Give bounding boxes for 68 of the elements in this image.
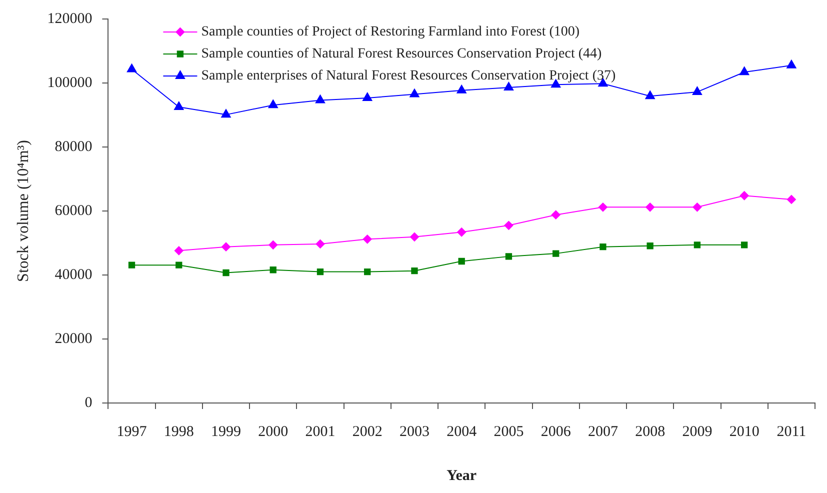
point xyxy=(740,242,748,248)
point xyxy=(600,244,606,250)
point xyxy=(458,258,465,265)
x-tick-label: 2005 xyxy=(494,424,524,440)
point xyxy=(505,253,512,260)
point xyxy=(364,268,371,276)
point xyxy=(457,228,466,237)
point xyxy=(786,60,796,68)
point xyxy=(176,262,182,268)
point xyxy=(410,232,419,242)
point xyxy=(362,92,372,102)
point xyxy=(174,246,184,256)
point xyxy=(692,202,702,212)
point xyxy=(692,86,702,95)
point xyxy=(268,240,278,250)
legend-label: Sample enterprises of Natural Forest Resources Conservation Project (37) xyxy=(201,68,616,84)
x-tick-label: 2007 xyxy=(588,424,618,440)
y-tick-label: 20000 xyxy=(54,330,92,347)
x-axis-title: Year xyxy=(446,468,477,484)
point xyxy=(598,202,608,212)
point xyxy=(646,242,654,250)
point xyxy=(694,242,701,248)
x-tick-label: 2004 xyxy=(446,424,478,440)
point xyxy=(786,194,796,204)
x-tick-label: 1999 xyxy=(211,424,241,440)
point xyxy=(551,210,560,220)
point xyxy=(739,66,750,76)
point xyxy=(174,102,184,110)
y-tick-label: 100000 xyxy=(47,74,92,91)
point xyxy=(504,220,514,230)
point xyxy=(740,191,749,200)
x-tick-label: 1997 xyxy=(116,424,148,440)
x-tick-label: 2010 xyxy=(729,424,760,440)
point xyxy=(316,268,324,276)
point xyxy=(221,109,231,118)
y-tick-label: 60000 xyxy=(54,202,92,219)
x-tick-label: 2008 xyxy=(635,424,666,440)
x-tick-label: 1998 xyxy=(164,424,194,440)
x-tick-label: 2009 xyxy=(682,424,712,440)
legend-label: Sample counties of Natural Forest Resources Conservation Project (44) xyxy=(201,46,602,62)
legend-label: Sample counties of Project of Restoring Farmland into Forest (100) xyxy=(201,24,580,40)
point xyxy=(268,100,278,108)
point xyxy=(126,64,137,72)
point xyxy=(362,234,372,244)
point xyxy=(645,90,655,100)
x-tick-label: 2003 xyxy=(399,424,430,440)
point xyxy=(316,239,325,248)
point xyxy=(410,88,420,98)
point xyxy=(222,269,230,276)
point xyxy=(646,202,655,212)
point xyxy=(270,266,276,274)
point xyxy=(456,84,466,94)
point xyxy=(411,268,418,274)
x-tick-label: 2001 xyxy=(305,424,336,440)
x-tick-label: 2006 xyxy=(540,424,572,440)
x-tick-label: 2011 xyxy=(776,424,806,440)
y-axis-title: Stock volume (10⁴m³) xyxy=(14,140,32,282)
x-tick-label: 2000 xyxy=(258,424,288,440)
y-tick-label: 120000 xyxy=(47,10,92,27)
point xyxy=(128,262,136,268)
y-tick-label: 0 xyxy=(84,394,92,411)
point xyxy=(552,250,560,257)
y-tick-label: 40000 xyxy=(54,266,92,283)
point xyxy=(222,242,230,252)
x-tick-label: 2002 xyxy=(352,424,382,440)
y-tick-label: 80000 xyxy=(54,138,92,155)
point xyxy=(315,94,326,104)
point xyxy=(504,82,514,90)
